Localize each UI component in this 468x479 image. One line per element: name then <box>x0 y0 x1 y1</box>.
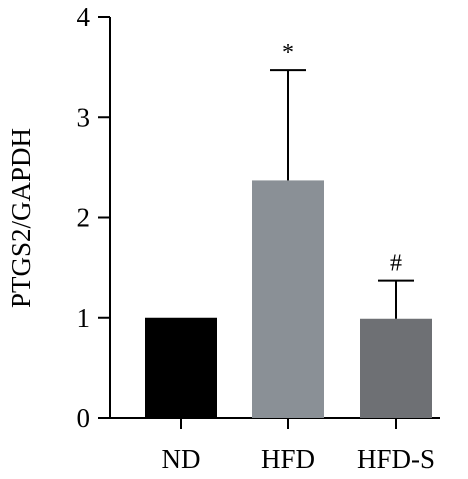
significance-mark-hfd: * <box>282 40 294 66</box>
y-tick-label-4: 4 <box>77 2 91 32</box>
x-tick-label-hfd-s: HFD-S <box>357 444 435 474</box>
x-tick-label-hfd: HFD <box>261 444 315 474</box>
significance-mark-hfd-s: # <box>390 251 402 277</box>
y-tick-label-0: 0 <box>77 403 91 433</box>
y-tick-label-1: 1 <box>77 303 91 333</box>
bar-hfd-s <box>360 318 432 418</box>
bar-hfd <box>252 180 324 418</box>
y-tick-label-3: 3 <box>77 102 91 132</box>
bar-nd <box>145 317 217 418</box>
x-tick-label-nd: ND <box>162 444 201 474</box>
y-axis-title: PTGS2/GAPDH <box>6 128 36 308</box>
y-tick-label-2: 2 <box>77 203 91 233</box>
